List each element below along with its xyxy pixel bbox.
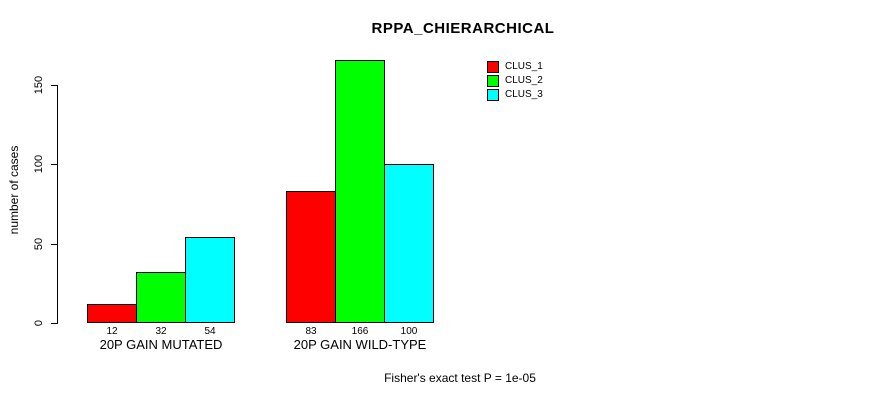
legend-row-clus_1: CLUS_1 — [487, 61, 543, 73]
chart-title: RPPA_CHIERARCHICAL — [371, 20, 555, 37]
legend-label: CLUS_2 — [505, 75, 543, 86]
bar-clus_3-group1 — [185, 237, 235, 323]
legend-swatch-icon — [487, 61, 499, 73]
y-tick-label: 100 — [33, 155, 45, 174]
y-tick-label: 50 — [33, 237, 45, 250]
bar-clus_1-group2 — [286, 191, 336, 323]
legend-label: CLUS_1 — [505, 61, 543, 72]
x-category-label: 20P GAIN MUTATED — [99, 337, 223, 352]
bar-value-label: 32 — [155, 326, 167, 337]
y-tick-label: 150 — [33, 75, 45, 95]
legend-label: CLUS_3 — [505, 89, 543, 100]
y-tick-label: 0 — [33, 319, 45, 327]
bar-value-label: 166 — [351, 326, 369, 337]
y-tick-mark — [51, 323, 58, 324]
legend-swatch-icon — [487, 89, 499, 101]
bar-clus_2-group1 — [136, 272, 186, 323]
bar-clus_3-group2 — [384, 164, 434, 323]
bar-clus_1-group1 — [87, 303, 137, 323]
legend-row-clus_3: CLUS_3 — [487, 89, 543, 101]
bar-value-label: 83 — [305, 326, 317, 337]
y-tick-mark — [51, 164, 58, 166]
legend: CLUS_1 CLUS_2 CLUS_3 — [487, 61, 543, 103]
legend-row-clus_2: CLUS_2 — [487, 75, 543, 87]
x-category-label: 20P GAIN WILD-TYPE — [293, 337, 427, 352]
y-axis-line — [57, 85, 58, 324]
bar-value-label: 12 — [106, 326, 118, 337]
bar-value-label: 100 — [400, 326, 418, 337]
y-tick-mark — [51, 243, 58, 245]
y-tick-mark — [51, 84, 58, 86]
footnote: Fisher's exact test P = 1e-05 — [384, 371, 536, 385]
y-axis-title: number of cases — [7, 145, 21, 235]
bar-clus_2-group2 — [335, 59, 385, 323]
legend-swatch-icon — [487, 75, 499, 87]
bar-value-label: 54 — [204, 326, 216, 337]
